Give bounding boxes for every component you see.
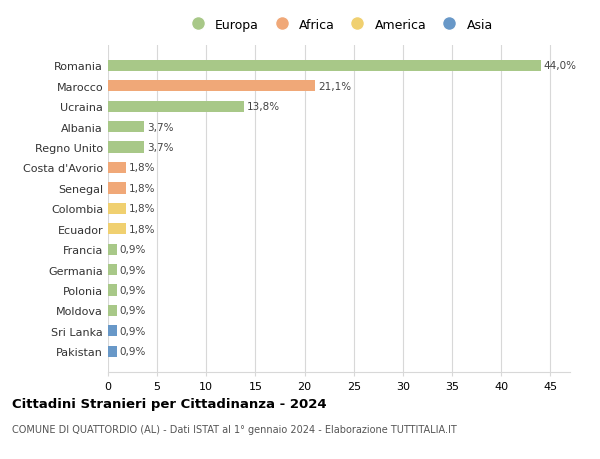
Text: 3,7%: 3,7% (148, 123, 174, 132)
Bar (108, 101, 244, 112)
Bar (108, 224, 125, 235)
Text: 1,8%: 1,8% (128, 204, 155, 214)
Bar (108, 122, 145, 133)
Text: 0,9%: 0,9% (120, 306, 146, 316)
Bar (108, 244, 117, 255)
Bar (108, 325, 117, 336)
Text: 21,1%: 21,1% (319, 82, 352, 92)
Text: 1,8%: 1,8% (128, 163, 155, 173)
Text: 44,0%: 44,0% (544, 62, 577, 71)
Text: 0,9%: 0,9% (120, 326, 146, 336)
Bar (108, 285, 117, 296)
Bar (108, 162, 125, 174)
Bar (108, 346, 117, 357)
Text: 13,8%: 13,8% (247, 102, 280, 112)
Text: 1,8%: 1,8% (128, 224, 155, 234)
Bar (108, 264, 117, 275)
Text: 0,9%: 0,9% (120, 265, 146, 275)
Legend: Europa, Africa, America, Asia: Europa, Africa, America, Asia (182, 16, 496, 34)
Bar (108, 142, 145, 153)
Text: COMUNE DI QUATTORDIO (AL) - Dati ISTAT al 1° gennaio 2024 - Elaborazione TUTTITA: COMUNE DI QUATTORDIO (AL) - Dati ISTAT a… (12, 425, 457, 435)
Text: 1,8%: 1,8% (128, 184, 155, 194)
Text: 3,7%: 3,7% (148, 143, 174, 153)
Bar (108, 203, 125, 214)
Text: 0,9%: 0,9% (120, 245, 146, 255)
Bar (108, 81, 316, 92)
Text: 0,9%: 0,9% (120, 347, 146, 356)
Text: Cittadini Stranieri per Cittadinanza - 2024: Cittadini Stranieri per Cittadinanza - 2… (12, 397, 326, 410)
Bar (108, 305, 117, 316)
Bar (108, 61, 541, 72)
Text: 0,9%: 0,9% (120, 285, 146, 295)
Bar (108, 183, 125, 194)
